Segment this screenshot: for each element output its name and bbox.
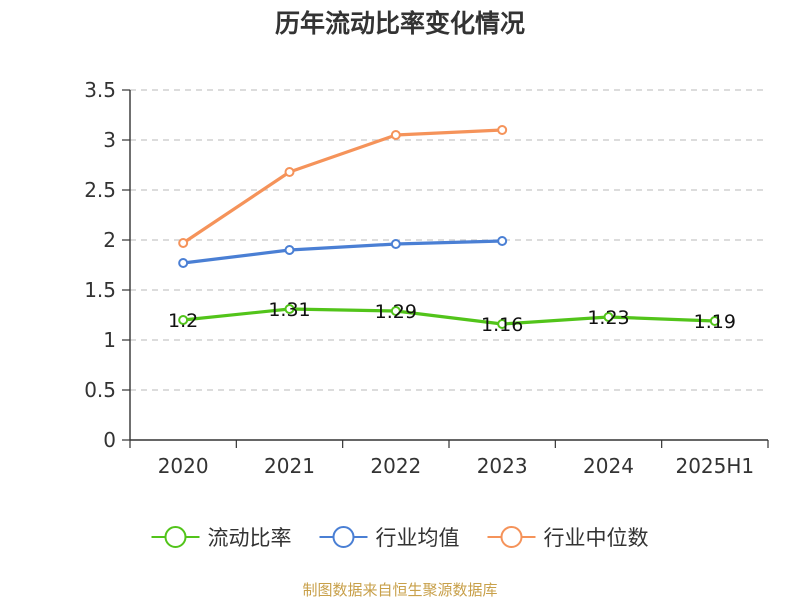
series-line-2 (182, 128, 503, 245)
y-tick-label: 3.5 (84, 78, 116, 102)
legend-label: 行业中位数 (544, 526, 649, 550)
data-point (497, 125, 508, 135)
data-point (497, 319, 508, 329)
legend-item-1[interactable]: 行业均值 (319, 526, 460, 550)
legend-swatch-marker (500, 526, 523, 548)
legend-swatch-marker (332, 526, 355, 548)
y-tick-label: 1.5 (84, 278, 116, 302)
data-label: 1.31 (268, 299, 310, 321)
y-tick-label: 3 (103, 128, 116, 152)
source-note: 制图数据来自恒生聚源数据库 (302, 581, 497, 599)
chart-title: 历年流动比率变化情况 (275, 9, 525, 38)
y-tick-label: 0.5 (84, 378, 116, 402)
x-tick-label: 2023 (477, 454, 528, 478)
legend-label: 行业均值 (376, 526, 460, 550)
legend-label: 流动比率 (208, 526, 292, 550)
y-tick-label: 2 (103, 228, 116, 252)
data-label: 1.29 (375, 301, 417, 323)
data-point (709, 316, 720, 326)
series-line-0 (183, 307, 715, 326)
data-point (497, 236, 508, 246)
data-point (603, 312, 614, 322)
series-line-1 (182, 239, 503, 265)
data-label: 1.19 (694, 311, 736, 333)
x-tick-label: 2020 (158, 454, 209, 478)
x-tick-label: 2025H1 (675, 454, 754, 478)
legend-item-0[interactable]: 流动比率 (151, 526, 292, 550)
data-point (284, 167, 295, 177)
legend-swatch-marker (164, 526, 187, 548)
series-lines (178, 125, 720, 329)
y-tick-label: 0 (103, 428, 116, 452)
y-tick-label: 2.5 (84, 178, 116, 202)
data-point (284, 245, 295, 255)
data-labels: 1.2 1.31 1.29 1.16 1.23 1.19 (168, 299, 736, 336)
data-point (178, 315, 189, 325)
legend[interactable]: 流动比率 行业均值 行业中位数 (151, 526, 649, 550)
data-point (390, 239, 401, 249)
data-label: 1.2 (168, 310, 198, 332)
y-tick-label: 1 (103, 328, 116, 352)
data-label: 1.16 (481, 314, 523, 336)
x-tick-label: 2022 (370, 454, 421, 478)
data-point (390, 130, 401, 140)
data-point (390, 306, 401, 316)
axes: 0 0.5 1 1.5 2 2.5 3 3.5 2020 2021 2022 2023 2024 2025… (84, 78, 769, 478)
data-point (178, 238, 189, 248)
data-point (284, 304, 295, 314)
x-tick-label: 2021 (264, 454, 315, 478)
data-label: 1.23 (587, 307, 629, 329)
grid-lines (130, 89, 768, 391)
legend-item-2[interactable]: 行业中位数 (487, 526, 649, 550)
x-tick-label: 2024 (583, 454, 634, 478)
data-point (178, 258, 189, 268)
